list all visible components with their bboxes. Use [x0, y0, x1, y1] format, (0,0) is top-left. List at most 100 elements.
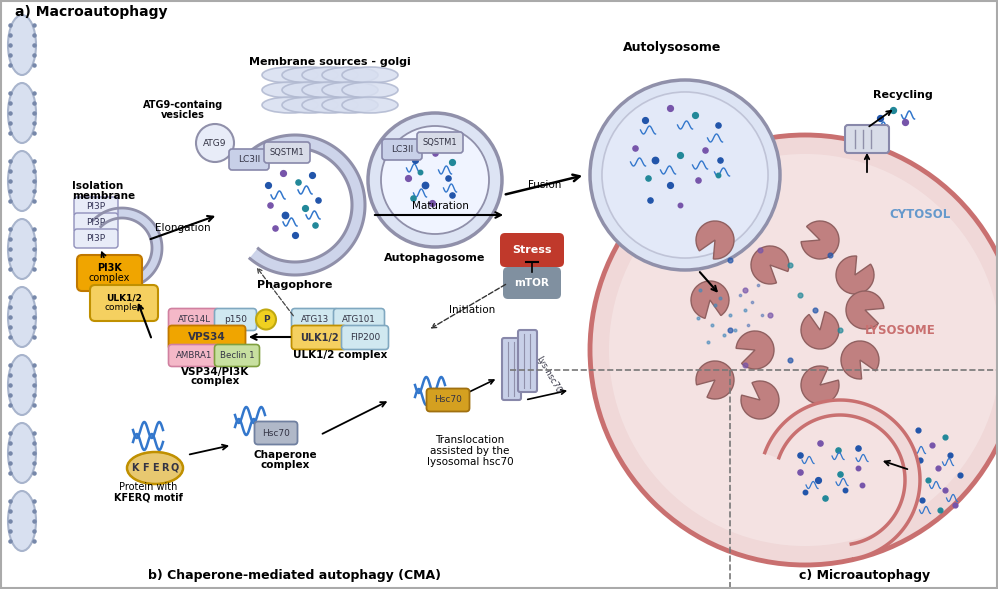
Point: [297, 203, 313, 213]
Text: Beclin 1: Beclin 1: [220, 351, 254, 360]
Point: [850, 444, 866, 453]
Polygon shape: [94, 208, 162, 288]
Point: [26, 391, 42, 400]
Point: [2, 312, 18, 322]
Text: ULK1/2 complex: ULK1/2 complex: [292, 350, 387, 360]
Point: [2, 264, 18, 274]
Point: [2, 254, 18, 264]
Ellipse shape: [322, 82, 378, 98]
Point: [26, 292, 42, 302]
Point: [2, 98, 18, 108]
Circle shape: [196, 124, 234, 162]
Point: [932, 505, 948, 515]
Text: Initiation: Initiation: [449, 305, 495, 315]
Point: [737, 285, 752, 294]
Text: complex: complex: [105, 303, 144, 313]
Point: [672, 200, 688, 210]
Point: [832, 325, 848, 335]
Point: [810, 475, 826, 485]
Point: [2, 458, 18, 468]
Point: [26, 264, 42, 274]
FancyBboxPatch shape: [417, 132, 463, 153]
FancyBboxPatch shape: [215, 345, 259, 366]
Text: Fusion: Fusion: [528, 180, 562, 190]
Wedge shape: [841, 341, 879, 379]
Point: [854, 480, 870, 489]
Point: [26, 166, 42, 176]
Point: [745, 297, 760, 307]
Point: [26, 234, 42, 244]
Text: Phagophore: Phagophore: [257, 280, 332, 290]
Text: E: E: [152, 463, 159, 473]
Point: [754, 310, 770, 320]
Point: [26, 60, 42, 70]
Point: [716, 330, 732, 340]
Point: [732, 290, 748, 300]
Point: [2, 244, 18, 254]
Point: [407, 155, 423, 165]
Ellipse shape: [8, 491, 36, 551]
Point: [697, 145, 713, 155]
Point: [2, 166, 18, 176]
Point: [642, 196, 658, 205]
Point: [2, 118, 18, 128]
Point: [26, 332, 42, 342]
Ellipse shape: [262, 67, 318, 83]
Point: [2, 360, 18, 370]
Text: Elongation: Elongation: [155, 223, 211, 233]
Text: CYTOSOL: CYTOSOL: [889, 209, 951, 221]
Text: Protein with: Protein with: [119, 482, 178, 492]
Point: [837, 485, 853, 495]
Point: [640, 173, 656, 183]
Point: [26, 458, 42, 468]
Text: ATG101: ATG101: [342, 315, 376, 324]
Point: [750, 280, 766, 290]
Point: [2, 20, 18, 29]
Point: [942, 450, 958, 459]
Point: [2, 128, 18, 138]
Point: [885, 105, 901, 115]
Point: [722, 255, 738, 264]
Point: [792, 290, 808, 300]
Text: ATG14L: ATG14L: [178, 315, 211, 324]
Text: PI3P: PI3P: [87, 218, 106, 227]
Point: [26, 20, 42, 29]
Point: [627, 143, 643, 153]
Text: PI3P: PI3P: [87, 234, 106, 243]
Point: [920, 475, 936, 485]
FancyBboxPatch shape: [426, 389, 469, 412]
Text: F: F: [142, 463, 149, 473]
Point: [662, 180, 678, 190]
Point: [26, 401, 42, 410]
FancyBboxPatch shape: [90, 285, 158, 321]
Point: [2, 438, 18, 448]
FancyBboxPatch shape: [169, 309, 220, 330]
Circle shape: [609, 154, 998, 546]
FancyBboxPatch shape: [500, 233, 564, 267]
Ellipse shape: [302, 67, 358, 83]
Point: [937, 485, 953, 495]
Point: [26, 517, 42, 526]
Ellipse shape: [8, 219, 36, 279]
Point: [26, 370, 42, 380]
Text: Autophagosome: Autophagosome: [384, 253, 486, 263]
Ellipse shape: [262, 82, 318, 98]
Point: [2, 370, 18, 380]
Point: [700, 337, 716, 347]
Point: [26, 302, 42, 312]
Point: [872, 113, 888, 123]
Point: [287, 230, 303, 240]
Text: KFERQ motif: KFERQ motif: [114, 492, 183, 502]
Point: [2, 156, 18, 166]
Text: VPS34: VPS34: [189, 333, 226, 342]
Text: AMBRA1: AMBRA1: [176, 351, 213, 360]
Point: [712, 293, 728, 303]
FancyBboxPatch shape: [291, 326, 346, 349]
Point: [2, 196, 18, 206]
Point: [2, 234, 18, 244]
Point: [797, 487, 813, 497]
Text: Maturation: Maturation: [411, 201, 468, 211]
Circle shape: [381, 126, 489, 234]
FancyBboxPatch shape: [169, 326, 246, 349]
Point: [26, 254, 42, 264]
